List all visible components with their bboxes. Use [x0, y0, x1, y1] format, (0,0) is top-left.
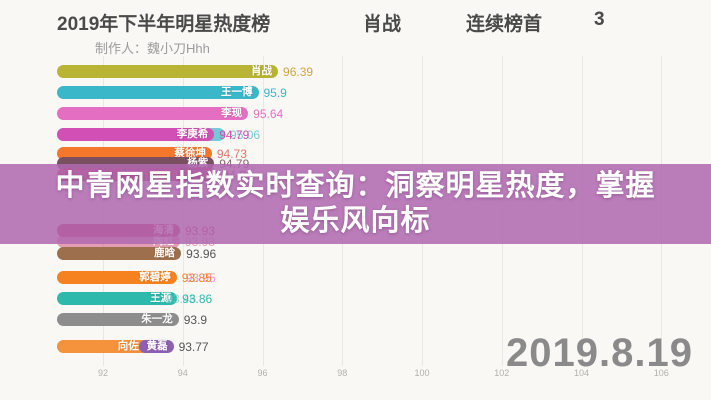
bar-value: 95.9 — [263, 86, 287, 100]
bar-row: 王一博 — [57, 86, 259, 99]
bar-value: 93.85 — [181, 271, 212, 285]
bar-row: 肖战 — [57, 65, 279, 78]
bar-value-ghost: 93.95 — [185, 271, 216, 285]
caption-banner: 中青网星指数实时查询：洞察明星热度，掌握 娱乐风向标 — [0, 164, 711, 244]
bar-row: 王源 — [57, 292, 178, 305]
bar-row: 李现 — [57, 107, 249, 120]
bar-name-label: 肖战 — [251, 65, 273, 77]
bar-value: 93.77 — [178, 340, 209, 354]
bar-name-label: 李庚希 — [176, 128, 209, 140]
bar-name-label: 蔡徐坤 — [174, 147, 206, 159]
bar-name-label: 李现 — [221, 107, 243, 119]
axis-tick-label: 94 — [177, 368, 188, 378]
leader-name: 肖战 — [363, 14, 402, 35]
axis-tick-label: 104 — [573, 368, 590, 378]
bar-value: 96.39 — [283, 65, 314, 79]
producer-credit: 制作人：魏小刀Hhh — [95, 41, 210, 56]
bar-name-label: 向佐 — [117, 340, 139, 352]
caption-line-2: 娱乐风向标 — [280, 205, 431, 237]
caption-line-1: 中青网星指数实时查询：洞察明星热度，掌握 — [55, 170, 656, 202]
bar-value: 93.86 — [182, 292, 213, 306]
axis-tick-label: 100 — [414, 368, 430, 378]
leader-stat-label: 连续榜首 — [466, 14, 543, 35]
chart-title: 2019年下半年明星热度榜 — [57, 14, 271, 35]
bar-name-label: 黄磊 — [146, 340, 168, 352]
axis-tick-label: 98 — [337, 368, 348, 378]
bar-value-ghost: 93.46 — [166, 292, 197, 306]
axis-tick-label: 92 — [97, 368, 109, 378]
bar-row: 郭碧婷 — [57, 271, 177, 284]
bar-name-label: 郭碧婷 — [139, 271, 171, 283]
bar-value: 95.64 — [253, 107, 284, 121]
bar-value: 93.9 — [183, 313, 208, 327]
bar-row: 鹿晗 — [57, 247, 182, 260]
leader-stat-value: 3 — [594, 9, 605, 30]
bar-name-label: 王源 — [150, 292, 172, 304]
axis-tick-label: 96 — [257, 368, 268, 378]
date-stamp: 2019.8.19 — [506, 331, 693, 375]
bar-name-label: 朱一龙 — [141, 313, 173, 325]
bar-name-label: 鹿晗 — [154, 247, 176, 259]
axis-tick-label: 106 — [653, 368, 669, 378]
bar-value: 93.96 — [186, 247, 217, 261]
bar-row: 李庚希 — [57, 128, 215, 141]
bar-name-label: 王一博 — [221, 86, 253, 98]
axis-tick-label: 102 — [494, 368, 510, 378]
bar-value: 95.06 — [230, 128, 261, 142]
bar-row: 朱一龙 — [57, 313, 179, 326]
bar-row: 黄磊 — [139, 340, 174, 353]
bar-row: 蔡徐坤 — [57, 147, 212, 160]
bar-value: 94.79 — [219, 128, 250, 142]
bar-value: 94.73 — [216, 147, 247, 161]
